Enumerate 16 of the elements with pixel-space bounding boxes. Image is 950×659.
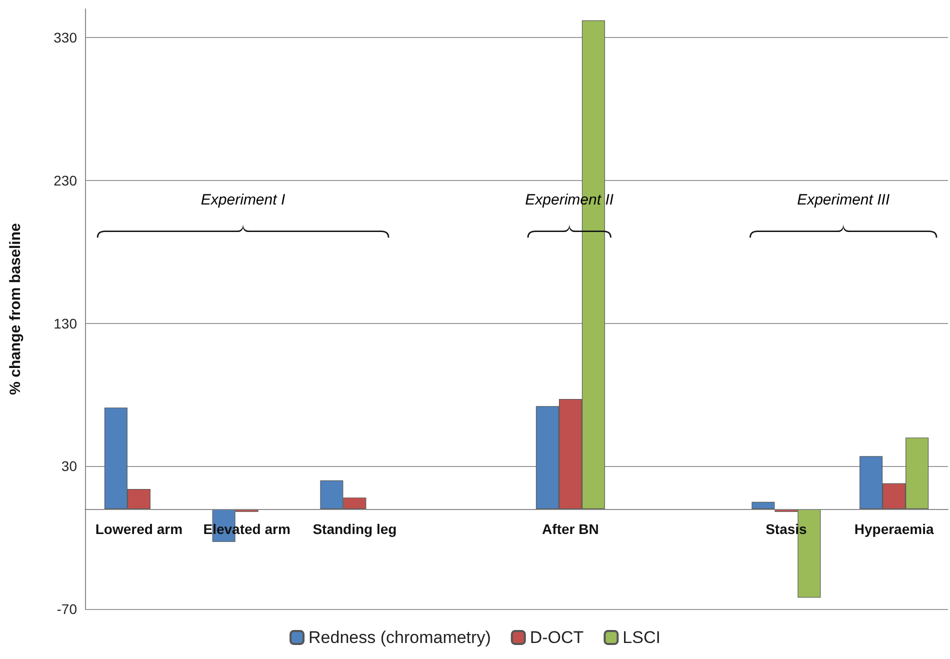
x-tick-label: After BN — [542, 521, 599, 537]
bar — [752, 502, 775, 509]
y-axis-title: % change from baseline — [7, 223, 24, 395]
y-tick-label: -70 — [56, 601, 78, 617]
annotation: Experiment I — [200, 192, 286, 209]
legend-label: LSCI — [622, 628, 660, 647]
annotation: Experiment III — [797, 192, 890, 209]
legend-label: D-OCT — [530, 628, 584, 647]
legend-label: Redness (chromametry) — [308, 628, 491, 647]
x-tick-label: Hyperaemia — [854, 521, 934, 537]
y-tick-label: 130 — [54, 315, 78, 332]
x-tick-label: Standing leg — [312, 521, 397, 537]
y-tick-label: 230 — [54, 172, 78, 188]
x-tick-label: Lowered arm — [95, 521, 183, 537]
y-tick-label: 330 — [54, 30, 78, 46]
y-tick-label: 30 — [61, 458, 78, 474]
